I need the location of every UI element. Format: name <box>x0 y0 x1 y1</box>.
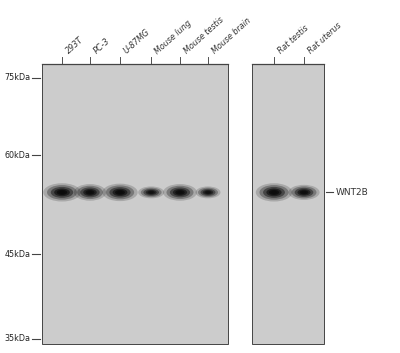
Bar <box>42 64 228 344</box>
Ellipse shape <box>148 191 155 194</box>
Ellipse shape <box>146 190 157 195</box>
Ellipse shape <box>112 189 128 196</box>
Ellipse shape <box>138 186 164 198</box>
Ellipse shape <box>86 190 94 195</box>
Ellipse shape <box>102 184 138 201</box>
Ellipse shape <box>88 191 92 194</box>
Ellipse shape <box>263 187 285 198</box>
Ellipse shape <box>47 185 77 200</box>
Ellipse shape <box>170 187 190 197</box>
Ellipse shape <box>43 183 81 202</box>
Text: Rat uterus: Rat uterus <box>306 21 343 56</box>
Ellipse shape <box>177 191 183 194</box>
Ellipse shape <box>175 190 185 195</box>
Ellipse shape <box>266 189 282 196</box>
Ellipse shape <box>166 186 194 199</box>
Ellipse shape <box>163 184 197 201</box>
Text: 60kDa: 60kDa <box>5 151 31 160</box>
Text: Rat testis: Rat testis <box>276 24 310 56</box>
Text: U-87MG: U-87MG <box>122 28 152 56</box>
Ellipse shape <box>198 187 218 197</box>
Text: 75kDa: 75kDa <box>5 73 31 82</box>
Ellipse shape <box>51 187 73 198</box>
Text: Mouse brain: Mouse brain <box>210 16 252 56</box>
Ellipse shape <box>173 189 187 196</box>
Ellipse shape <box>271 191 277 194</box>
Ellipse shape <box>204 191 212 194</box>
Ellipse shape <box>288 185 320 200</box>
Ellipse shape <box>203 190 213 195</box>
Ellipse shape <box>77 186 103 199</box>
Text: Mouse lung: Mouse lung <box>153 18 194 56</box>
Bar <box>252 64 324 344</box>
Ellipse shape <box>109 187 131 198</box>
Ellipse shape <box>117 191 123 194</box>
Ellipse shape <box>269 190 279 195</box>
Ellipse shape <box>302 191 306 193</box>
Text: WNT2B: WNT2B <box>336 188 369 197</box>
Ellipse shape <box>196 186 220 198</box>
Ellipse shape <box>260 185 288 200</box>
Text: PC-3: PC-3 <box>92 37 112 56</box>
Text: 293T: 293T <box>64 36 85 56</box>
Ellipse shape <box>141 187 162 197</box>
Text: Mouse testis: Mouse testis <box>182 16 225 56</box>
Ellipse shape <box>300 190 308 195</box>
Text: 45kDa: 45kDa <box>5 250 31 259</box>
Ellipse shape <box>149 191 153 193</box>
Ellipse shape <box>83 189 97 196</box>
Text: 35kDa: 35kDa <box>5 334 31 343</box>
Ellipse shape <box>143 189 159 196</box>
Ellipse shape <box>54 189 70 196</box>
Ellipse shape <box>298 189 310 196</box>
Ellipse shape <box>206 191 210 193</box>
Ellipse shape <box>115 190 125 195</box>
Ellipse shape <box>80 187 100 197</box>
Ellipse shape <box>57 190 67 195</box>
Ellipse shape <box>74 184 106 201</box>
Ellipse shape <box>292 186 316 198</box>
Ellipse shape <box>106 185 134 199</box>
Ellipse shape <box>295 188 313 197</box>
Ellipse shape <box>59 191 65 194</box>
Ellipse shape <box>256 183 292 202</box>
Ellipse shape <box>200 189 216 196</box>
